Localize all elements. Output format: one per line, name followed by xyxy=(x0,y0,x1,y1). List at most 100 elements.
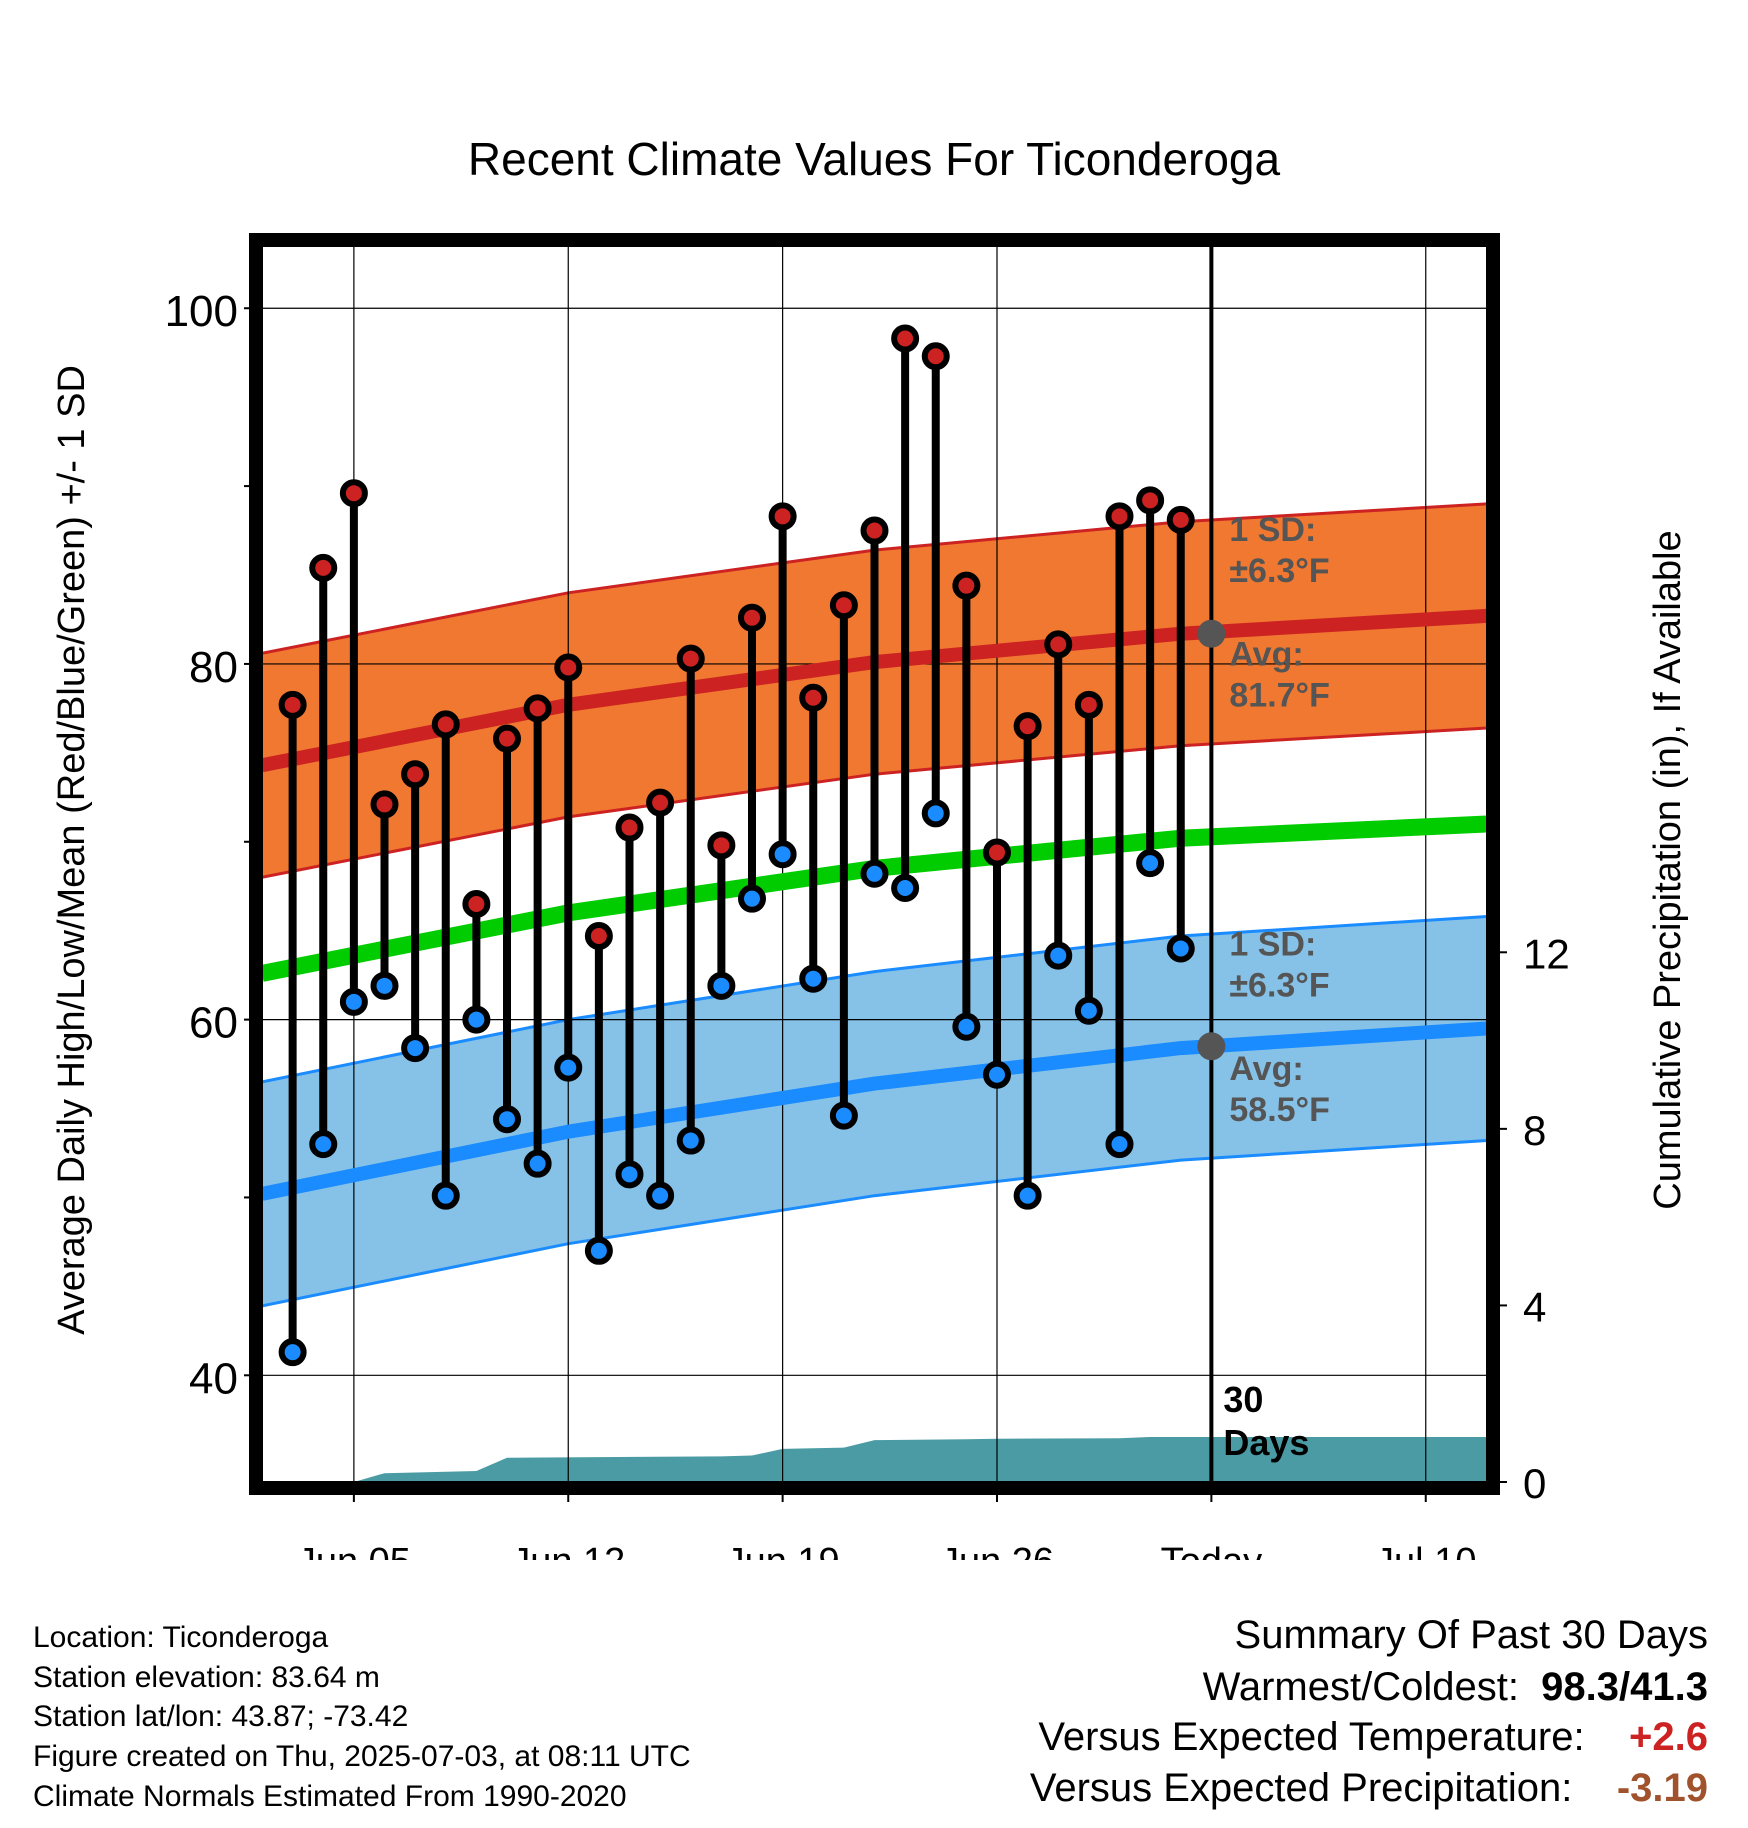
observed-low-point xyxy=(615,1160,644,1189)
observed-high-point xyxy=(523,694,552,723)
observed-high-point xyxy=(309,553,338,582)
observed-low-point xyxy=(401,1034,430,1063)
observed-low-point xyxy=(339,987,368,1016)
observed-low-point xyxy=(309,1130,338,1159)
observed-high-point xyxy=(676,644,705,673)
y-tick-label: 60 xyxy=(189,999,238,1048)
observed-low-point xyxy=(707,971,736,1000)
observed-high-point xyxy=(1166,505,1195,534)
summary-temperature: Versus Expected Temperature: +2.6 xyxy=(1038,1715,1708,1760)
location-text: Location: Ticonderoga xyxy=(33,1621,329,1654)
chart-title: Recent Climate Values For Ticonderoga xyxy=(468,133,1281,185)
observed-high-point xyxy=(1013,712,1042,741)
y-right-axis-label: Cumulative Precipitation (in), If Availa… xyxy=(1647,530,1689,1209)
normal-annotation: Avg: 81.7°F xyxy=(1229,636,1330,715)
low-sd-edge xyxy=(262,1139,1487,1308)
observed-low-point xyxy=(554,1053,583,1082)
normal-annotation: 1 SD: ±6.3°F xyxy=(1229,926,1329,1005)
observed-high-point xyxy=(278,690,307,719)
observed-high-point xyxy=(983,838,1011,867)
today-label-days: Days xyxy=(1223,1422,1309,1463)
observed-high-point xyxy=(891,324,920,353)
normal-low-line xyxy=(262,1021,1487,1201)
observed-high-point xyxy=(921,342,950,371)
y-right-tick-label: 8 xyxy=(1523,1107,1546,1154)
x-tick-label: Jun 19 xyxy=(726,1541,840,1560)
x-tick-label: Jun 12 xyxy=(511,1541,625,1560)
observed-low-point xyxy=(1136,849,1165,878)
summary-warmest-coldest: Warmest/Coldest: 98.3/41.3 xyxy=(1203,1665,1708,1710)
temp-departure-label: Versus Expected Temperature: xyxy=(1038,1715,1585,1759)
warmest-coldest-label: Warmest/Coldest: xyxy=(1202,1665,1519,1709)
observed-high-point xyxy=(615,813,644,842)
temp-departure-value: +2.6 xyxy=(1629,1715,1708,1759)
normal-annotation: Avg: 58.5°F xyxy=(1229,1050,1330,1129)
observed-high-point xyxy=(1136,486,1165,515)
y-tick-label: 80 xyxy=(189,643,238,692)
created-text: Figure created on Thu, 2025-07-03, at 08… xyxy=(33,1740,691,1773)
observed-low-point xyxy=(1013,1181,1042,1210)
observed-low-point xyxy=(1166,934,1195,963)
y-axis-label: Average Daily High/Low/Mean (Red/Blue/Gr… xyxy=(51,365,93,1335)
today-normal-high-marker xyxy=(1197,619,1226,648)
climate-chart: 1 SD: ±6.3°F Avg: 81.7°F 1 SD: ±6.3°F Avg: 58.5… xyxy=(51,133,1689,1560)
normal-annotation: 1 SD: ±6.3°F xyxy=(1229,511,1329,590)
observed-high-point xyxy=(952,571,981,600)
x-tick-label: Jun 26 xyxy=(940,1541,1054,1560)
observed-high-point xyxy=(1105,502,1134,531)
observed-low-point xyxy=(738,884,766,913)
observed-high-point xyxy=(431,710,460,739)
observed-high-point xyxy=(584,922,613,951)
summary-precipitation: Versus Expected Precipitation: -3.19 xyxy=(1030,1766,1708,1811)
x-tick-label: Jul 10 xyxy=(1375,1541,1476,1560)
observed-high-point xyxy=(768,502,797,531)
y-right-tick-label: 0 xyxy=(1523,1460,1546,1507)
observed-low-point xyxy=(952,1012,981,1041)
observed-low-point xyxy=(278,1338,307,1367)
plot-frame xyxy=(249,233,1500,1495)
y-right-tick-label: 4 xyxy=(1523,1283,1546,1330)
today-label-count: 30 xyxy=(1223,1379,1263,1420)
observed-low-point xyxy=(431,1181,460,1210)
observed-low-point xyxy=(370,971,399,1000)
observed-low-point xyxy=(921,799,950,828)
observed-low-point xyxy=(983,1060,1011,1089)
observed-low-point xyxy=(891,874,920,903)
normals-period-text: Climate Normals Estimated From 1990-2020 xyxy=(33,1780,627,1813)
observed-low-point xyxy=(523,1149,552,1178)
precip-departure-label: Versus Expected Precipitation: xyxy=(1029,1766,1573,1810)
observed-high-point xyxy=(646,788,675,817)
observed-high-point xyxy=(799,683,828,712)
observed-low-point xyxy=(1105,1130,1134,1159)
observed-high-point xyxy=(401,760,430,789)
observed-low-point xyxy=(646,1181,675,1210)
observed-low-point xyxy=(768,840,797,869)
x-tick-label: Jun 05 xyxy=(297,1541,411,1560)
warmest-coldest-value: 98.3/41.3 xyxy=(1541,1665,1708,1709)
today-normal-low-marker xyxy=(1197,1032,1226,1061)
observed-low-point xyxy=(493,1105,521,1134)
y-tick-label: 100 xyxy=(165,287,238,336)
observed-low-point xyxy=(860,859,889,888)
observed-low-point xyxy=(1044,941,1073,970)
observed-high-point xyxy=(554,653,583,682)
latlon-text: Station lat/lon: 43.87; -73.42 xyxy=(33,1700,409,1733)
observed-high-point xyxy=(1044,630,1073,659)
observed-high-point xyxy=(829,591,858,620)
observed-high-point xyxy=(738,603,766,632)
elevation-text: Station elevation: 83.64 m xyxy=(33,1661,380,1694)
precip-departure-value: -3.19 xyxy=(1616,1766,1708,1810)
observed-low-point xyxy=(584,1236,613,1265)
observed-high-point xyxy=(493,724,521,753)
observed-high-point xyxy=(370,790,399,819)
observed-high-point xyxy=(339,479,368,508)
x-tick-label: Today xyxy=(1161,1541,1262,1560)
y-tick-label: 40 xyxy=(189,1354,238,1403)
summary-heading: Summary Of Past 30 Days xyxy=(1234,1613,1708,1657)
observed-low-point xyxy=(799,964,828,993)
observed-high-point xyxy=(860,516,889,545)
plot-area xyxy=(262,246,1487,1482)
observed-high-point xyxy=(1074,690,1103,719)
observed-high-point xyxy=(707,831,736,860)
observed-low-point xyxy=(829,1101,858,1130)
